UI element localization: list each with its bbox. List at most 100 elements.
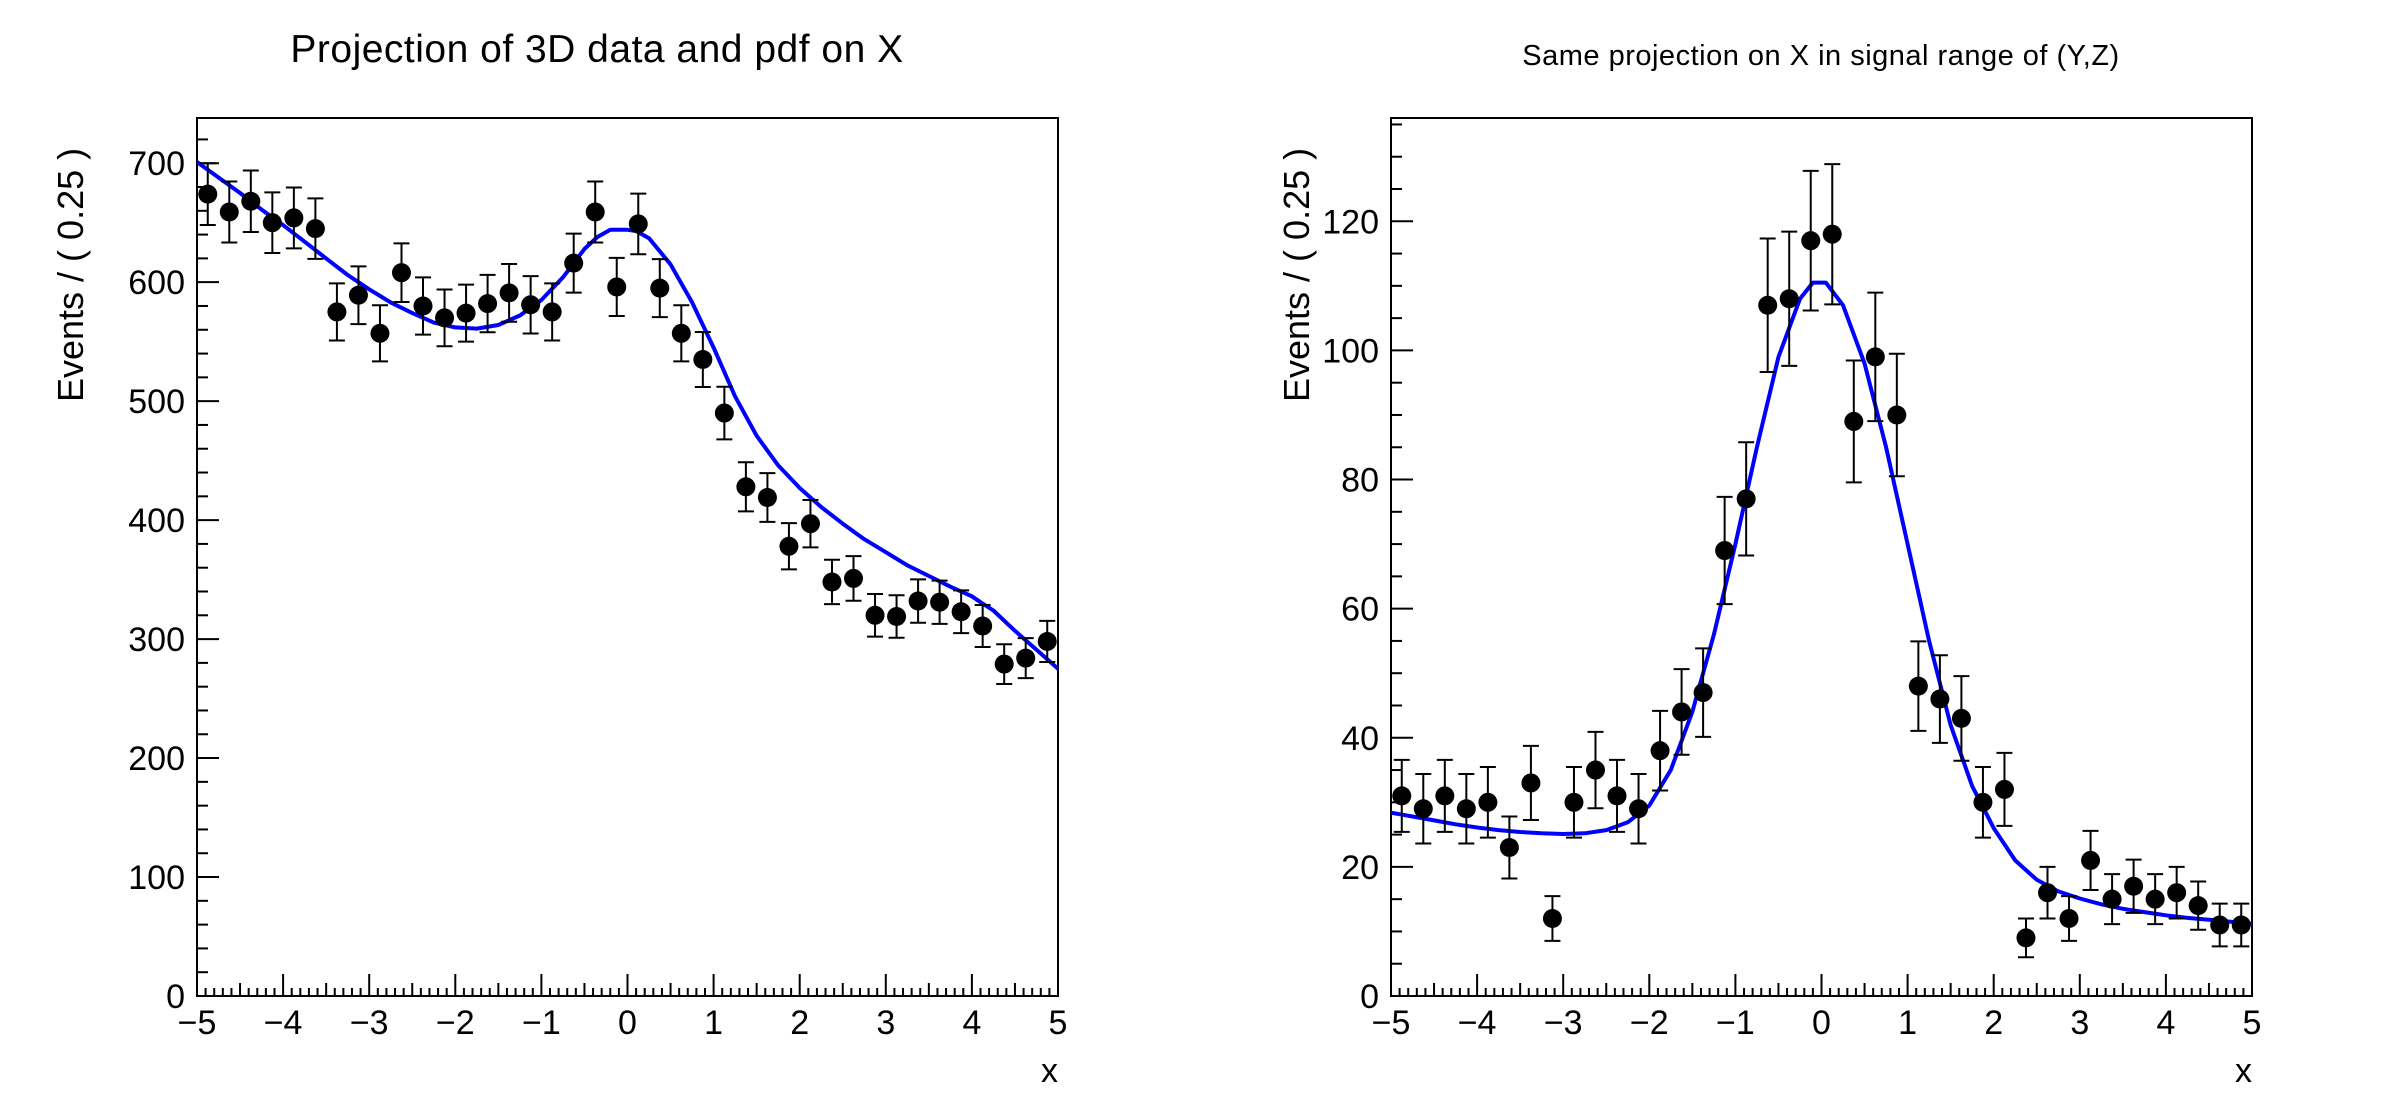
data-point [736, 477, 756, 497]
data-point [499, 283, 519, 303]
x-tick-label: −4 [1458, 1004, 1497, 1042]
data-point [1435, 786, 1455, 806]
data-point [391, 263, 411, 283]
data-point [327, 302, 347, 322]
data-point [844, 568, 864, 588]
data-point [908, 591, 928, 611]
data-point [1951, 708, 1971, 728]
data-point [1822, 224, 1842, 244]
data-point [1715, 541, 1735, 561]
fit-curve [197, 160, 1058, 671]
data-series [1392, 163, 2251, 959]
x-tick-label: 3 [2070, 1004, 2089, 1042]
y-tick-label: 80 [1341, 462, 1379, 500]
data-series [198, 162, 1057, 685]
x-tick-label: 2 [1984, 1004, 2003, 1042]
data-point [994, 654, 1014, 674]
data-point [1478, 792, 1498, 812]
data-point [1650, 741, 1670, 761]
data-point [2231, 915, 2251, 935]
data-point [1456, 799, 1476, 819]
data-point [1521, 773, 1541, 793]
data-point [2059, 909, 2079, 929]
data-point [650, 278, 670, 298]
data-point [671, 323, 691, 343]
left-plot-pad: −5 −4 −3 −2 −1 0 1 2 3 4 5 x 0 100 200 300 400 500 600 700 [128, 117, 1068, 1090]
data-point [1585, 760, 1605, 780]
x-tick-label: 0 [618, 1004, 637, 1042]
data-point [2016, 928, 2036, 948]
x-tick-label: −3 [350, 1004, 389, 1042]
right-plot-pad: −5 −4 −3 −2 −1 0 1 2 3 4 5 x 0 20 40 60 80 100 120 [1194, 0, 2388, 1116]
x-tick-label: 0 [1812, 1004, 1831, 1042]
y-axis: 0 100 200 300 400 500 600 700 [128, 138, 219, 1016]
data-point [1801, 231, 1821, 251]
data-point [822, 572, 842, 592]
x-tick-label: −4 [264, 1004, 303, 1042]
x-tick-label: −1 [522, 1004, 561, 1042]
data-point [1564, 792, 1584, 812]
data-point [521, 295, 541, 315]
x-tick-label: −1 [1716, 1004, 1755, 1042]
y-tick-label: 100 [1322, 332, 1379, 370]
x-tick-label: −5 [1372, 1004, 1411, 1042]
data-point [305, 219, 325, 239]
left-plot-y-axis-title: Events / ( 0.25 ) [50, 147, 91, 402]
x-axis: −5 −4 −3 −2 −1 0 1 2 3 4 5 x [1372, 974, 2262, 1090]
x-tick-label: 4 [2156, 1004, 2175, 1042]
y-tick-label: 500 [128, 383, 185, 421]
x-tick-label: 2 [790, 1004, 809, 1042]
x-tick-label: 1 [1898, 1004, 1917, 1042]
y-tick-label: 40 [1341, 720, 1379, 758]
data-point [348, 285, 368, 305]
right-plot-svg: −5 −4 −3 −2 −1 0 1 2 3 4 5 x 0 20 40 60 80 100 120 [1322, 117, 2262, 1090]
data-point [1629, 799, 1649, 819]
y-axis: 0 20 40 60 80 100 120 [1322, 123, 1413, 1016]
fit-curve [1391, 280, 2252, 926]
data-point [241, 191, 261, 211]
y-tick-label: 120 [1322, 203, 1379, 241]
x-tick-label: 3 [876, 1004, 895, 1042]
x-axis-title: x [1041, 1052, 1058, 1090]
data-point [1973, 792, 1993, 812]
data-point [2210, 915, 2230, 935]
data-point [1758, 295, 1778, 315]
x-tick-label: 5 [1049, 1004, 1068, 1042]
data-point [2081, 850, 2101, 870]
data-point [585, 202, 605, 222]
data-point [1037, 631, 1057, 651]
data-point [887, 606, 907, 626]
data-point [2145, 889, 2165, 909]
x-tick-label: −3 [1544, 1004, 1583, 1042]
y-tick-label: 0 [1360, 978, 1379, 1016]
y-tick-label: 300 [128, 621, 185, 659]
data-point [2038, 883, 2058, 903]
data-point [370, 323, 390, 343]
x-tick-label: 5 [2243, 1004, 2262, 1042]
right-plot-y-axis-title: Events / ( 0.25 ) [1276, 147, 1317, 402]
data-point [1865, 347, 1885, 367]
y-tick-label: 60 [1341, 591, 1379, 629]
data-point [1908, 676, 1928, 696]
data-point [1930, 689, 1950, 709]
x-tick-label: −2 [436, 1004, 475, 1042]
data-point [1736, 489, 1756, 509]
axis-frame [1390, 117, 2253, 997]
data-point [800, 514, 820, 534]
data-point [1392, 786, 1412, 806]
data-point [2188, 896, 2208, 916]
data-point [714, 403, 734, 423]
data-point [413, 296, 433, 316]
data-point [435, 308, 455, 328]
x-axis-title: x [2235, 1052, 2252, 1090]
data-point [284, 208, 304, 228]
data-point [757, 488, 777, 508]
y-tick-label: 400 [128, 502, 185, 540]
data-point [564, 253, 584, 273]
x-axis: −5 −4 −3 −2 −1 0 1 2 3 4 5 x [178, 974, 1068, 1090]
data-point [1672, 702, 1692, 722]
x-tick-label: −5 [178, 1004, 217, 1042]
data-point [1693, 683, 1713, 703]
left-plot-svg: −5 −4 −3 −2 −1 0 1 2 3 4 5 x 0 100 200 300 400 500 600 700 [128, 117, 1068, 1090]
